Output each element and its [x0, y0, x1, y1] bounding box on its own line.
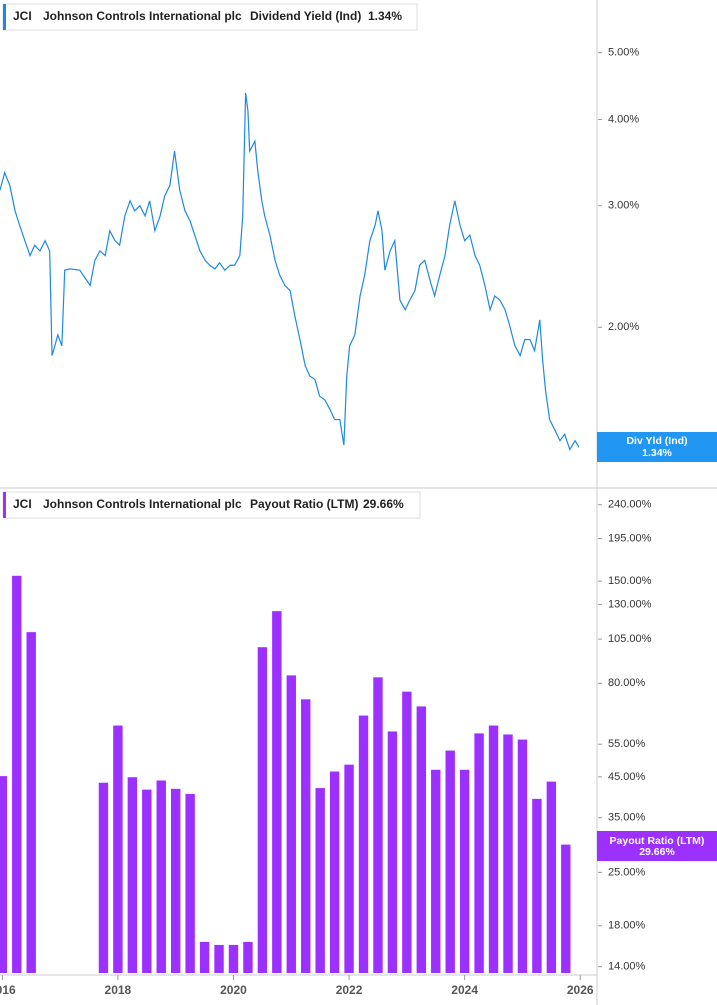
legend-box [2, 3, 418, 31]
y-tick-label: 195.00% [608, 532, 652, 544]
line [0, 92, 580, 452]
y-tick-label: 25.00% [608, 866, 646, 878]
bar [127, 777, 138, 973]
bar [474, 733, 484, 973]
legend-swatch [3, 4, 6, 30]
y-tick-label: 5.00% [608, 47, 639, 59]
bar [214, 944, 224, 973]
bar [170, 788, 181, 973]
bar [12, 575, 22, 973]
bar [156, 780, 166, 973]
y-tick-label: 80.00% [608, 677, 646, 689]
bar [228, 944, 239, 973]
bar [142, 789, 152, 973]
legend-value: 29.66% [363, 497, 404, 511]
legend-box [2, 491, 421, 519]
bar [431, 769, 441, 973]
y-tick-label: 130.00% [608, 598, 652, 610]
y-tick-label: 45.00% [608, 771, 646, 783]
bar [488, 725, 499, 973]
badge-label: Payout Ratio (LTM) [610, 835, 705, 847]
badge-label: Div Yld (Ind) [626, 435, 687, 447]
company: Johnson Controls International plc [43, 9, 242, 23]
legend: JCI Johnson Controls International plc D… [2, 3, 418, 31]
bar [546, 781, 557, 973]
bar [286, 675, 296, 973]
y-tick-label: 4.00% [608, 113, 639, 125]
badge: Div Yld (Ind) 1.34% [597, 432, 717, 462]
bar [257, 647, 268, 973]
bar [416, 706, 427, 973]
series-name: Payout Ratio (LTM) [250, 497, 358, 511]
ticker: JCI [13, 497, 32, 511]
bar [387, 731, 398, 973]
badge-box [597, 432, 717, 462]
company: Johnson Controls International plc [43, 497, 242, 511]
bar [532, 798, 542, 973]
y-tick-label: 55.00% [608, 738, 646, 750]
legend-value: 1.34% [368, 9, 402, 23]
badge-value: 1.34% [642, 447, 672, 459]
bar [561, 844, 571, 973]
y-tick-label: 2.00% [608, 321, 639, 333]
y-tick-label: 14.00% [608, 961, 646, 973]
y-tick-label: 35.00% [608, 812, 646, 824]
bar [185, 793, 195, 973]
y-tick-label: 105.00% [608, 633, 652, 645]
bar [26, 632, 36, 973]
badge: Payout Ratio (LTM) 29.66% [597, 831, 717, 861]
legend-swatch [3, 492, 6, 518]
series-name: Dividend Yield (Ind) [250, 9, 361, 23]
bar [243, 941, 253, 973]
bar [113, 725, 123, 973]
x-tick-label: 2018 [105, 983, 132, 997]
y-tick-label: 3.00% [608, 200, 639, 212]
bar [402, 691, 412, 973]
bar [315, 788, 325, 973]
ticker: JCI [13, 9, 32, 23]
y-tick-label: 150.00% [608, 575, 652, 587]
x-tick-label: 2024 [451, 983, 478, 997]
legend: JCI Johnson Controls International plc P… [2, 491, 421, 519]
bar [358, 715, 369, 973]
y-tick-label: 18.00% [608, 920, 646, 932]
bar [98, 782, 109, 973]
bar [301, 699, 311, 973]
bar [0, 776, 8, 973]
y-tick-label: 240.00% [608, 499, 652, 511]
plot-area [0, 92, 580, 973]
bar [199, 941, 210, 973]
x-tick-label: 2022 [336, 983, 363, 997]
bar [459, 769, 470, 973]
bar [503, 734, 513, 973]
badge-box [597, 831, 717, 861]
bar [272, 611, 282, 973]
x-tick-label: 2026 [567, 983, 594, 997]
bar [517, 739, 528, 973]
badge-value: 29.66% [639, 846, 675, 858]
x-tick-label: 2020 [220, 983, 247, 997]
bar [344, 764, 354, 973]
bar [373, 677, 383, 973]
x-tick-label: 2016 [0, 983, 16, 997]
bar [445, 750, 455, 973]
bar [329, 771, 340, 973]
